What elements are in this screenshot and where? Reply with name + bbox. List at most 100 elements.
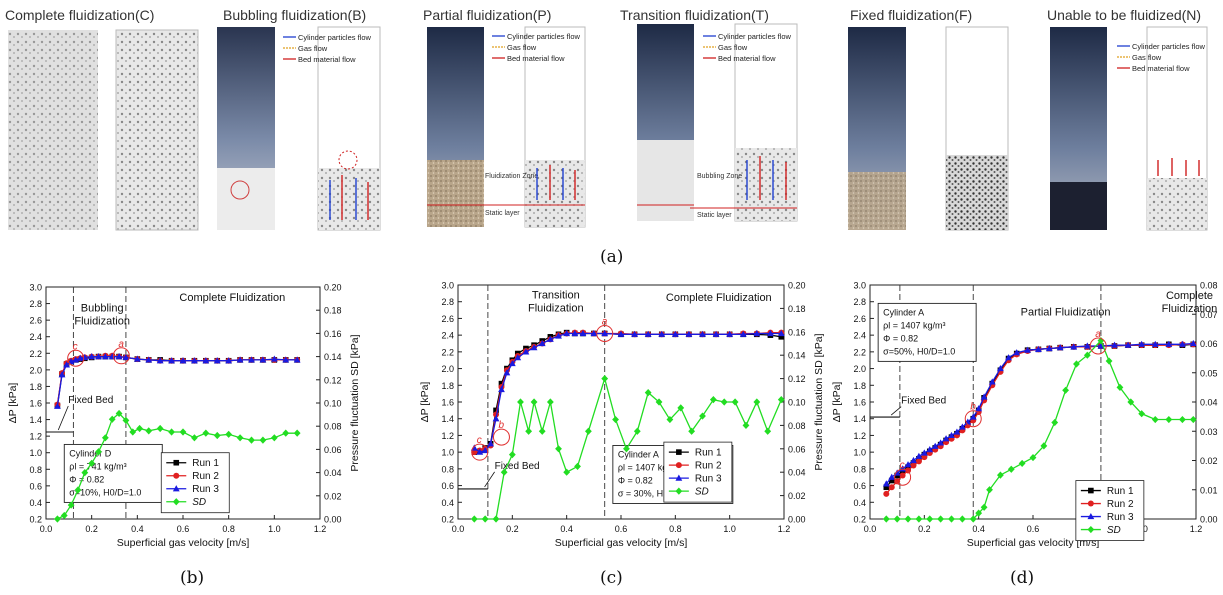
data-point	[538, 339, 546, 347]
data-point	[492, 515, 500, 523]
region-label: Complete Fluidization	[179, 292, 285, 304]
x-tick-label: 1.2	[778, 524, 791, 534]
data-point	[88, 353, 96, 360]
y-tick-label: 0.8	[29, 465, 42, 475]
y2-tick-label: 0.07	[1200, 310, 1218, 320]
data-point	[612, 415, 619, 424]
data-point	[1029, 453, 1037, 462]
point-label: a	[602, 316, 608, 327]
y-tick-label: 2.6	[853, 314, 866, 324]
data-point	[493, 407, 499, 414]
data-point	[293, 356, 301, 363]
data-point	[517, 398, 524, 406]
data-point	[658, 330, 666, 337]
legend-marker	[1087, 512, 1095, 520]
fixed-bed-label: Fixed Bed	[901, 396, 946, 407]
y-tick-label: 1.2	[853, 431, 866, 441]
flow-legend-bubbling: Cylinder particles flow Gas flow Bed mat…	[283, 33, 372, 64]
flow-legend-transition: Cylinder particles flow Gas flow Bed mat…	[703, 32, 792, 63]
y2-axis-label: Pressure fluctuation SD [kPa]	[813, 333, 825, 470]
y-tick-label: 1.8	[29, 382, 42, 392]
regime-title-bubbling: Bubbling fluidization(B)	[223, 7, 366, 23]
data-point	[574, 462, 581, 470]
data-point	[63, 361, 70, 368]
region-label: Fluidization	[528, 303, 584, 315]
data-point	[910, 462, 917, 469]
data-point	[623, 445, 630, 453]
y2-axis-label: Pressure fluctuation SD [kPa]	[349, 334, 361, 471]
data-point	[1035, 345, 1042, 352]
data-point	[883, 484, 890, 491]
x-tick-label: 0.4	[972, 524, 985, 534]
y-tick-label: 2.4	[441, 331, 454, 341]
y2-tick-label: 0.10	[324, 399, 342, 409]
y-tick-label: 3.0	[441, 281, 454, 291]
data-point	[88, 459, 96, 467]
data-point	[1051, 418, 1059, 427]
y-tick-label: 0.6	[853, 481, 866, 491]
y2-tick-label: 0.00	[324, 515, 342, 525]
schematic-unable-bed	[1147, 178, 1207, 230]
region-label: Fluidization	[1162, 303, 1218, 315]
data-point	[1179, 340, 1186, 347]
region-label: Complete	[1166, 290, 1213, 302]
y-tick-label: 0.6	[29, 481, 42, 491]
data-point	[1179, 415, 1186, 424]
info-line: Cylinder A	[618, 449, 659, 459]
y-tick-label: 1.0	[441, 448, 454, 458]
regime-title-complete: Complete fluidization(C)	[5, 7, 154, 23]
info-line: Φ = 0.82	[883, 333, 918, 343]
data-point	[481, 446, 489, 454]
y-tick-label: 2.6	[441, 314, 454, 324]
flow-legend-unable: Cylinder particles flow Gas flow Bed mat…	[1117, 42, 1206, 73]
data-point	[883, 490, 890, 497]
point-label: c	[900, 460, 905, 471]
x-tick-label: 0.0	[40, 524, 53, 534]
point-marker-circle	[894, 468, 912, 486]
data-point	[1007, 465, 1015, 473]
data-point	[671, 330, 679, 337]
y-tick-label: 1.8	[853, 381, 866, 391]
y-tick-label: 1.2	[441, 431, 454, 441]
data-point	[530, 398, 538, 406]
data-point	[503, 369, 511, 376]
y-tick-label: 2.2	[29, 349, 42, 359]
data-point	[882, 480, 890, 487]
data-point	[81, 353, 89, 361]
data-point	[156, 357, 164, 364]
schematic-bubbling-bed	[318, 168, 380, 230]
fixed-bed-label: Fixed Bed	[68, 395, 113, 406]
data-point	[631, 330, 638, 337]
y-tick-label: 1.8	[441, 381, 454, 391]
data-point	[538, 427, 546, 435]
info-line: Φ = 0.82	[618, 475, 653, 485]
point-label: c	[73, 341, 78, 352]
data-point	[191, 434, 198, 442]
info-line: ρl = 741 kg/m³	[69, 461, 126, 471]
y-tick-label: 1.2	[29, 432, 42, 442]
data-point	[1138, 340, 1146, 347]
panel-a-svg: Complete fluidization(C) Bubbling fluidi…	[5, 7, 1208, 231]
data-point	[915, 452, 923, 459]
data-point	[1151, 415, 1159, 424]
data-point	[1127, 398, 1135, 406]
point-label: b	[970, 402, 976, 413]
data-point	[1073, 360, 1080, 368]
data-point	[225, 357, 233, 364]
data-point	[270, 355, 278, 362]
data-point	[470, 515, 478, 523]
flow-legend-bubbling-0: Cylinder particles flow	[298, 33, 372, 42]
data-point	[1024, 346, 1031, 353]
data-point	[585, 427, 592, 435]
legend-label: Run 2	[192, 471, 219, 482]
regime-title-transition: Transition fluidization(T)	[620, 7, 769, 23]
y-tick-label: 2.0	[441, 364, 454, 374]
data-point	[948, 515, 955, 523]
data-point	[530, 344, 538, 351]
data-point	[168, 357, 175, 364]
x-tick-label: 0.0	[452, 524, 465, 534]
data-point	[270, 434, 278, 442]
data-point	[191, 357, 198, 364]
point-marker-circle	[112, 347, 130, 365]
region-label: Bubbling	[81, 302, 124, 314]
